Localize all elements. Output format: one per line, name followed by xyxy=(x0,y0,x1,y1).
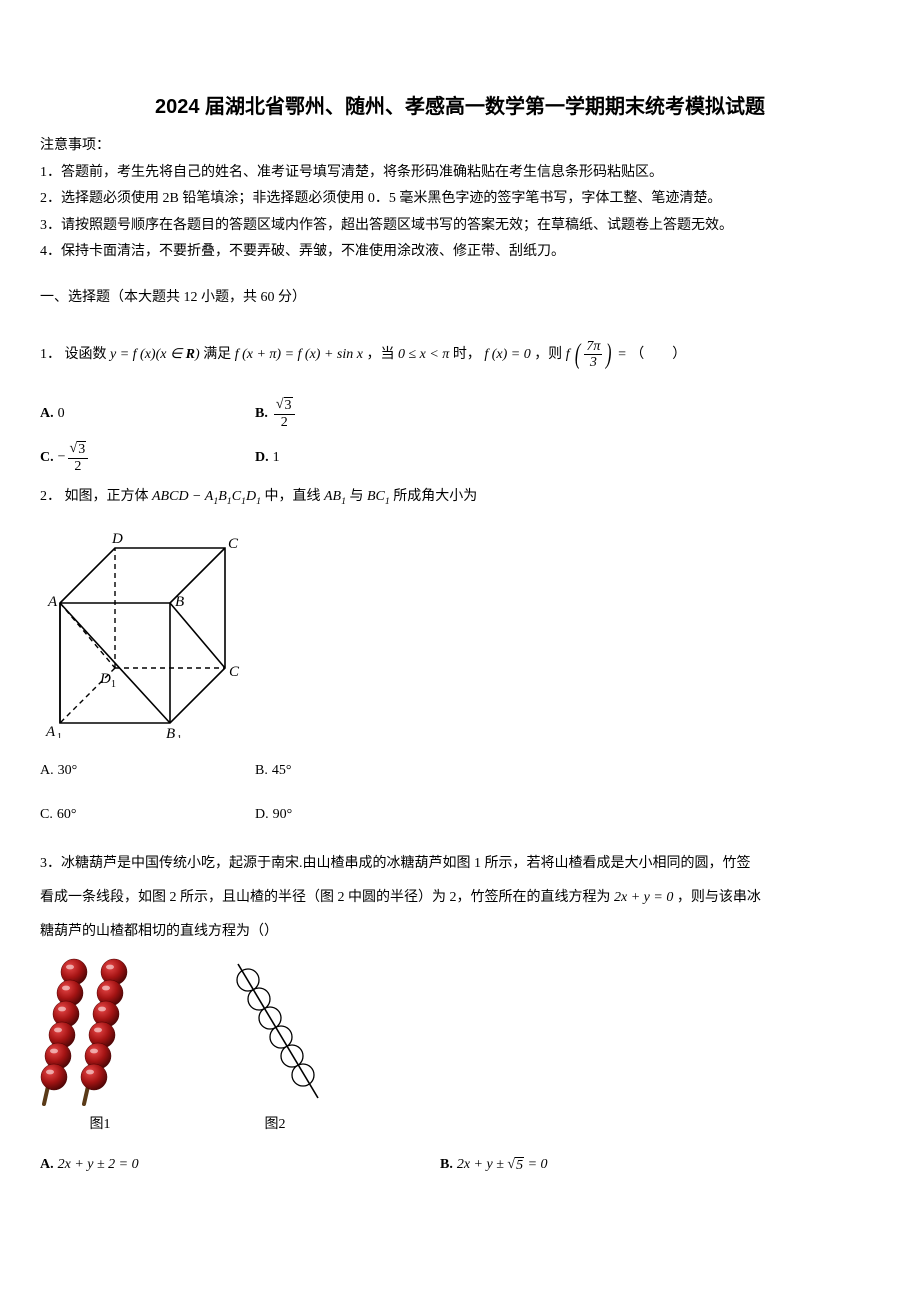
q3-line2a: 看成一条线段，如图 2 所示，且山楂的半径（图 2 中圆的半径）为 2，竹签所在… xyxy=(40,890,614,905)
question-3: 3．冰糖葫芦是中国传统小吃，起源于南宋.由山楂串成的冰糖葫芦如图 1 所示，若将… xyxy=(40,847,880,948)
option-label-a-cn: A. xyxy=(40,763,54,779)
q1-text-mid1: 满足 xyxy=(203,347,235,362)
q3-line1: 冰糖葫芦是中国传统小吃，起源于南宋.由山楂串成的冰糖葫芦如图 1 所示，若将山楂… xyxy=(61,856,751,871)
tanghulu-photo-icon xyxy=(40,956,160,1106)
q3-options-row1: A. 2x + y ± 2 = 0 B. 2x + y ± 5 = 0 xyxy=(40,1145,880,1185)
q1-options-row2: C. −32 D. 1 xyxy=(40,438,880,478)
question-2: 2． 如图，正方体 ABCD − A1B1C1D1 中，直线 AB1 与 BC1… xyxy=(40,482,880,513)
notice-3: 3．请按照题号顺序在各题目的答题区域内作答，超出答题区域书写的答案无效；在草稿纸… xyxy=(40,213,880,240)
q2-text: 如图，正方体 xyxy=(65,489,153,504)
option-label-b-cn: B. xyxy=(255,763,268,779)
option-label-c-cn: C. xyxy=(40,807,53,823)
svg-text:D: D xyxy=(99,671,111,687)
q2-expr-1: ABCD − A1B1C1D1 xyxy=(152,489,261,504)
q1-text-mid2: ，当 xyxy=(366,347,398,362)
notice-1: 1．答题前，考生先将自己的姓名、准考证号填写清楚，将条形码准确粘贴在考生信息条形… xyxy=(40,160,880,187)
svg-text:1: 1 xyxy=(111,679,116,690)
q1-opt-c-val: −32 xyxy=(58,441,91,474)
q1-option-c: C. −32 xyxy=(40,438,255,478)
q1-expr-3: 0 ≤ x < π xyxy=(398,347,449,362)
q2-opt-c-val: 60° xyxy=(57,807,77,823)
q2-option-c: C. 60° xyxy=(40,795,255,835)
q2-expr-3: BC1 xyxy=(367,489,390,504)
option-label-d: D. xyxy=(255,450,269,466)
q2-mid2: 与 xyxy=(349,489,367,504)
svg-text:1: 1 xyxy=(57,732,62,738)
section-1-heading: 一、选择题（本大题共 12 小题，共 60 分） xyxy=(40,286,880,306)
q3-opt-b-val: 2x + y ± 5 = 0 xyxy=(457,1157,548,1174)
svg-text:A: A xyxy=(45,724,56,738)
q2-option-b: B. 45° xyxy=(255,751,470,791)
q1-text-pre: 设函数 xyxy=(65,347,111,362)
svg-text:1: 1 xyxy=(239,672,240,683)
q2-opt-b-val: 45° xyxy=(272,763,292,779)
notice-heading: 注意事项： xyxy=(40,133,880,160)
notice-4: 4．保持卡面清洁，不要折叠，不要弄破、弄皱，不准使用涂改液、修正带、刮纸刀。 xyxy=(40,239,880,266)
q2-opt-d-val: 90° xyxy=(273,807,293,823)
option-label-d-cn: D. xyxy=(255,807,269,823)
q2-option-d: D. 90° xyxy=(255,795,470,835)
svg-text:1: 1 xyxy=(177,734,182,738)
exam-page: 2024 届湖北省鄂州、随州、孝感高一数学第一学期期末统考模拟试题 注意事项： … xyxy=(0,0,920,1302)
tanghulu-figures: 图1 图2 xyxy=(40,956,880,1133)
q1-opt-d-val: 1 xyxy=(273,450,280,466)
q3-opt-a-val: 2x + y ± 2 = 0 xyxy=(58,1157,139,1173)
q2-number: 2． xyxy=(40,489,61,504)
q3-number: 3． xyxy=(40,856,61,871)
q1-option-a: A. 0 xyxy=(40,394,255,434)
option-label-b: B. xyxy=(255,406,268,422)
q3-option-a: A. 2x + y ± 2 = 0 xyxy=(40,1145,440,1185)
svg-text:D: D xyxy=(111,531,123,547)
svg-text:B: B xyxy=(166,726,175,738)
svg-text:A: A xyxy=(47,594,58,610)
q3-expr-1: 2x + y = 0 xyxy=(614,890,673,905)
q3-option-b: B. 2x + y ± 5 = 0 xyxy=(440,1145,840,1185)
option-label-c: C. xyxy=(40,450,54,466)
q1-option-b: B. 3 2 xyxy=(255,394,470,434)
q1-text-mid3: 时， xyxy=(453,347,481,362)
figure-2-block: 图2 xyxy=(220,956,330,1133)
q1-expr-4: f (x) = 0 xyxy=(484,347,530,362)
q2-opt-a-val: 30° xyxy=(58,763,78,779)
q2-options-row1: A. 30° B. 45° xyxy=(40,751,880,791)
q1-expr-5: f (7π3) = xyxy=(566,347,631,362)
q1-expr-2: f (x + π) = f (x) + sin x xyxy=(235,347,363,362)
tanghulu-diagram-icon xyxy=(220,956,330,1106)
q2-option-a: A. 30° xyxy=(40,751,255,791)
page-title: 2024 届湖北省鄂州、随州、孝感高一数学第一学期期末统考模拟试题 xyxy=(40,90,880,119)
q1-tail: （ ） xyxy=(630,347,686,362)
q2-mid: 中，直线 xyxy=(264,489,324,504)
figure-1-label: 图1 xyxy=(40,1113,160,1133)
q1-options-row1: A. 0 B. 3 2 xyxy=(40,394,880,434)
option-label-a: A. xyxy=(40,1157,54,1173)
notice-2: 2．选择题必须使用 2B 铅笔填涂；非选择题必须使用 0．5 毫米黑色字迹的签字… xyxy=(40,186,880,213)
q2-options-row2: C. 60° D. 90° xyxy=(40,795,880,835)
q3-line2b: ，则与该串冰 xyxy=(677,890,761,905)
figure-2-label: 图2 xyxy=(220,1113,330,1133)
q1-expr-1: y = f (x)(x ∈ R) xyxy=(110,347,200,362)
option-label-a: A. xyxy=(40,406,54,422)
q2-tail: 所成角大小为 xyxy=(393,489,477,504)
cube-figure: D C A B D1 C1 A1 B1 xyxy=(40,528,240,738)
q1-opt-b-val: 3 2 xyxy=(274,397,295,430)
option-label-b: B. xyxy=(440,1157,453,1173)
q1-option-d: D. 1 xyxy=(255,438,470,478)
q1-opt-a-val: 0 xyxy=(58,406,65,422)
svg-text:B: B xyxy=(175,594,184,610)
svg-text:C: C xyxy=(228,536,239,552)
q2-expr-2: AB1 xyxy=(324,489,346,504)
question-1: 1． 设函数 y = f (x)(x ∈ R) 满足 f (x + π) = f… xyxy=(40,324,880,386)
figure-1-block: 图1 xyxy=(40,956,160,1133)
q1-text-mid4: ，则 xyxy=(534,347,566,362)
q1-number: 1． xyxy=(40,347,61,362)
q3-line3: 糖葫芦的山楂都相切的直线方程为（） xyxy=(40,924,278,939)
